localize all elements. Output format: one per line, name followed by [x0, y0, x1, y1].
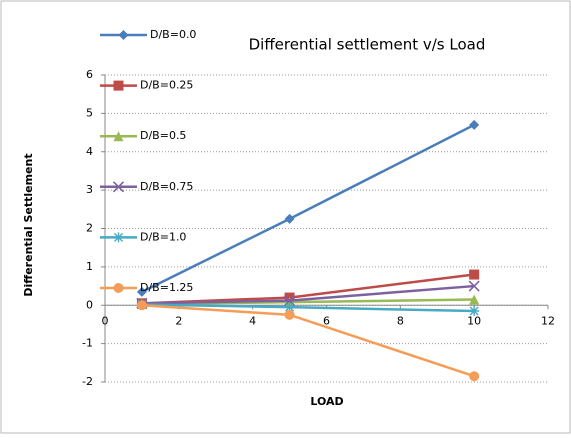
legend-label: D/B=1.25: [140, 281, 193, 294]
x-tick-label: 6: [323, 314, 330, 327]
x-axis-title: LOAD: [310, 395, 343, 408]
legend-label: D/B=0.75: [140, 180, 193, 193]
y-tick-label: 5: [86, 106, 93, 119]
legend-marker: [112, 181, 125, 193]
legend-label: D/B=1.0: [140, 230, 186, 243]
x-tick-label: 12: [541, 314, 555, 327]
legend-label: D/B=0.25: [140, 79, 193, 92]
data-point: [468, 280, 480, 292]
data-point: [469, 119, 480, 130]
data-point: [469, 306, 480, 317]
data-point: [469, 294, 480, 305]
y-tick-label: -1: [82, 337, 93, 350]
data-point: [469, 269, 480, 280]
data-point: [469, 371, 480, 382]
y-tick-label: -2: [82, 375, 93, 388]
x-tick-label: 0: [102, 314, 109, 327]
y-tick-label: 0: [86, 298, 93, 311]
x-tick-label: 8: [397, 314, 404, 327]
legend-marker: [118, 30, 129, 40]
data-point: [136, 286, 147, 297]
legend-label: D/B=0.0: [150, 28, 196, 41]
data-point: [136, 300, 147, 311]
legend-marker: [113, 232, 124, 243]
y-tick-label: 4: [86, 145, 93, 158]
y-tick-label: 2: [86, 222, 93, 235]
legend-marker: [113, 131, 124, 142]
legend-marker: [113, 283, 124, 293]
x-tick-label: 2: [175, 314, 182, 327]
y-tick-label: 1: [86, 260, 93, 273]
y-tick-label: 6: [86, 68, 93, 81]
chart-title: Differential settlement v/s Load: [249, 36, 486, 54]
data-point: [284, 213, 295, 224]
data-point: [284, 302, 295, 313]
legend-label: D/B=0.5: [140, 129, 186, 142]
legend-marker: [113, 80, 124, 91]
x-tick-label: 10: [467, 314, 481, 327]
y-axis-title: Differential Settlement: [22, 153, 35, 296]
x-tick-label: 4: [249, 314, 256, 327]
data-point: [284, 309, 295, 320]
y-tick-label: 3: [86, 183, 93, 196]
